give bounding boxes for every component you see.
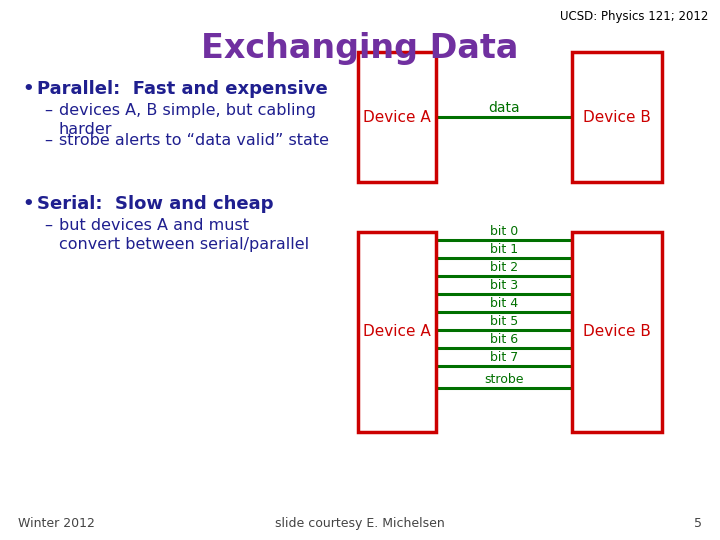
- Bar: [358, 52, 436, 182]
- Text: bit 4: bit 4: [490, 297, 518, 310]
- Text: but devices A and must
convert between serial/parallel: but devices A and must convert between s…: [59, 218, 309, 252]
- Text: •: •: [22, 195, 34, 213]
- Text: –: –: [44, 218, 52, 233]
- Text: bit 0: bit 0: [490, 225, 518, 238]
- Text: strobe alerts to “data valid” state: strobe alerts to “data valid” state: [59, 133, 329, 148]
- Bar: [572, 52, 662, 182]
- Text: Parallel:  Fast and expensive: Parallel: Fast and expensive: [37, 80, 328, 98]
- Text: bit 6: bit 6: [490, 333, 518, 346]
- Text: bit 3: bit 3: [490, 279, 518, 292]
- Text: UCSD: Physics 121; 2012: UCSD: Physics 121; 2012: [559, 10, 708, 23]
- Text: Exchanging Data: Exchanging Data: [202, 32, 518, 65]
- Text: Serial:  Slow and cheap: Serial: Slow and cheap: [37, 195, 274, 213]
- Text: •: •: [22, 80, 34, 98]
- Text: devices A, B simple, but cabling
harder: devices A, B simple, but cabling harder: [59, 103, 316, 137]
- Text: Device A: Device A: [363, 325, 431, 340]
- Text: 5: 5: [694, 517, 702, 530]
- Text: bit 2: bit 2: [490, 261, 518, 274]
- Text: –: –: [44, 133, 52, 148]
- Text: data: data: [488, 101, 520, 115]
- Text: Device A: Device A: [363, 110, 431, 125]
- Text: slide courtesy E. Michelsen: slide courtesy E. Michelsen: [275, 517, 445, 530]
- Text: –: –: [44, 103, 52, 118]
- Text: bit 1: bit 1: [490, 243, 518, 256]
- Text: Winter 2012: Winter 2012: [18, 517, 95, 530]
- Text: bit 7: bit 7: [490, 351, 518, 364]
- Bar: [358, 232, 436, 432]
- Text: Device B: Device B: [583, 110, 651, 125]
- Text: Device B: Device B: [583, 325, 651, 340]
- Bar: [572, 232, 662, 432]
- Text: strobe: strobe: [485, 373, 523, 386]
- Text: bit 5: bit 5: [490, 315, 518, 328]
